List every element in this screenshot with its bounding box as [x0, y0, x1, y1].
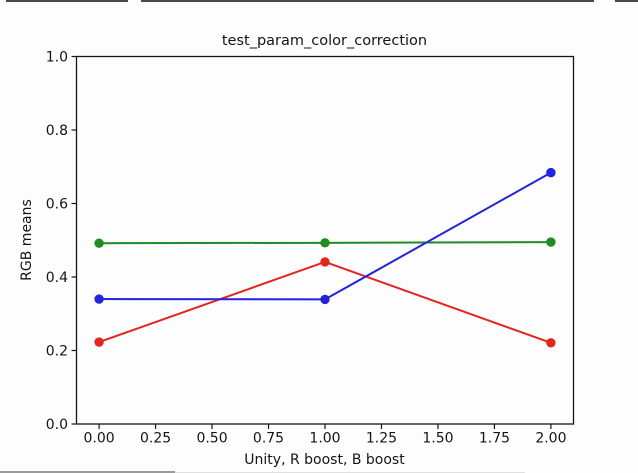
y-tick-label: 1.0 — [46, 50, 68, 66]
y-tick-label: 0.0 — [46, 417, 68, 433]
x-tick-label: 0.75 — [253, 431, 284, 447]
x-tick-label: 2.00 — [535, 431, 566, 447]
y-tick-label: 0.2 — [46, 344, 68, 360]
x-tick-label: 1.50 — [422, 431, 453, 447]
x-axis-label: Unity, R boost, B boost — [244, 452, 405, 468]
x-tick-label: 1.25 — [366, 431, 397, 447]
red-channel-mean-marker — [320, 257, 330, 267]
green-channel-mean-marker — [320, 238, 330, 248]
blue-channel-mean-line — [98, 171, 552, 301]
y-tick-label: 0.6 — [46, 197, 68, 213]
x-tick-label: 1.00 — [309, 431, 340, 447]
blue-channel-mean-marker — [546, 167, 556, 178]
chart-title: test_param_color_correction — [221, 33, 428, 49]
blue-channel-mean-marker — [320, 294, 330, 305]
green-channel-mean-marker — [546, 237, 556, 247]
green-channel-mean-marker — [94, 238, 104, 248]
x-tick-label: 1.75 — [479, 431, 510, 447]
x-tick-label: 0.00 — [84, 431, 115, 447]
red-channel-mean-marker — [546, 338, 556, 348]
blue-channel-mean-marker — [94, 294, 104, 304]
x-tick-label: 0.25 — [140, 431, 171, 447]
y-tick-label: 0.8 — [46, 123, 68, 139]
y-tick-label: 0.4 — [46, 270, 68, 286]
red-channel-mean-marker — [94, 337, 104, 347]
x-tick-label: 0.50 — [196, 431, 227, 447]
